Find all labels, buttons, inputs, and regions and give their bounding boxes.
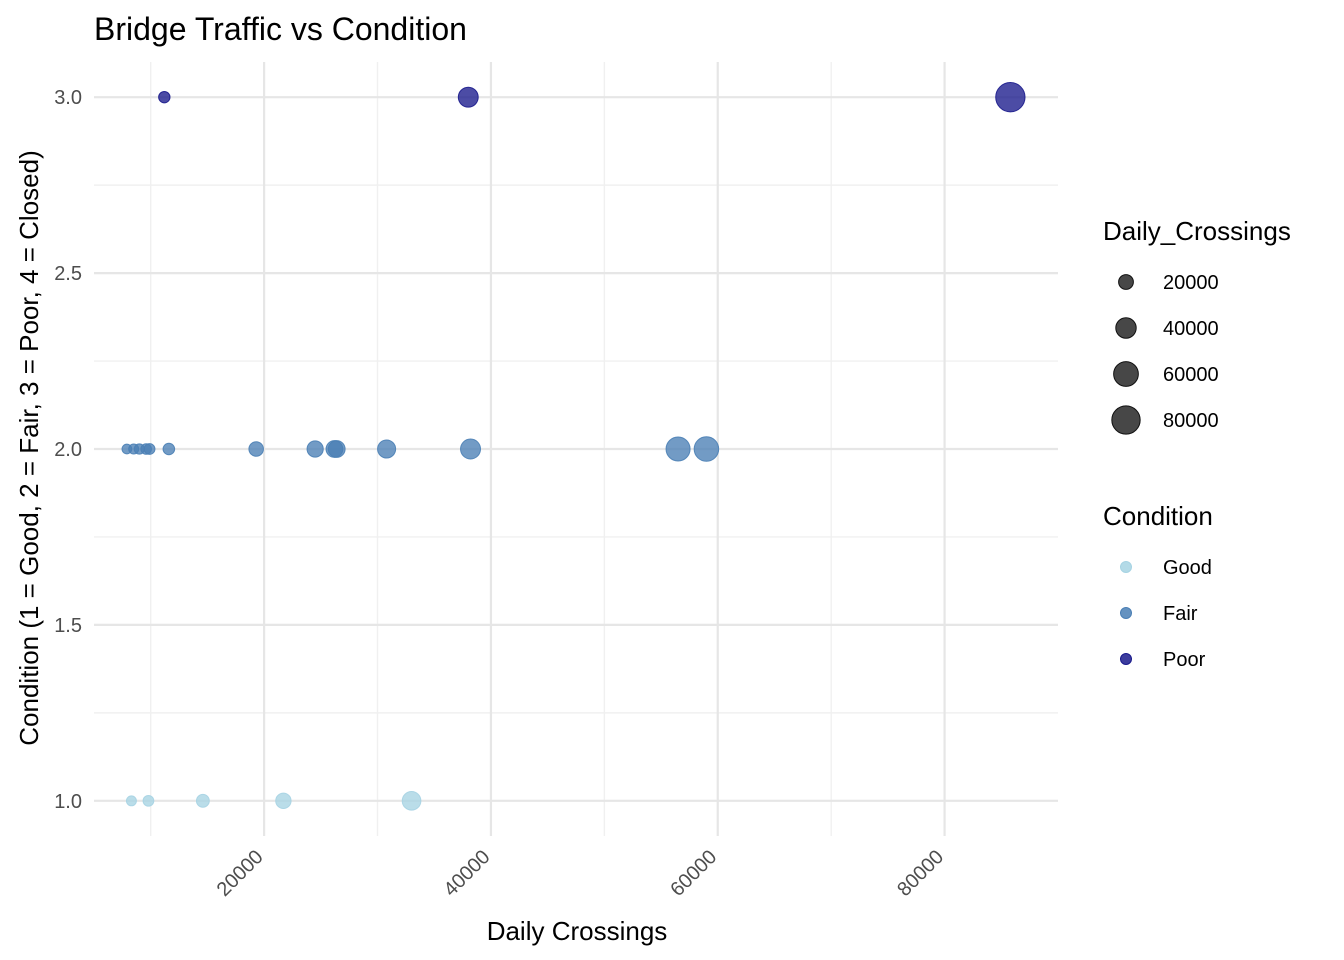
point-fair xyxy=(143,443,156,455)
color-legend-label: Good xyxy=(1163,557,1212,579)
size-legend-key xyxy=(1111,405,1141,435)
x-axis-title: Daily Crossings xyxy=(487,916,668,946)
point-poor xyxy=(995,82,1026,113)
point-poor xyxy=(158,90,171,104)
y-tick-label: 2.5 xyxy=(54,263,82,285)
point-fair xyxy=(693,436,720,462)
y-tick-label: 1.5 xyxy=(54,615,82,637)
size-legend-items: 20000 40000 60000 80000 xyxy=(1111,272,1219,435)
color-legend: Condition Good Fair Poor xyxy=(1103,501,1213,671)
point-fair xyxy=(665,436,691,462)
color-legend-items: Good Fair Poor xyxy=(1120,557,1212,671)
size-legend-title: Daily_Crossings xyxy=(1103,216,1291,246)
point-good xyxy=(142,794,155,807)
y-axis-ticks: 1.0 1.5 2.0 2.5 3.0 xyxy=(54,87,82,813)
size-legend-label: 60000 xyxy=(1163,364,1219,386)
x-tick-label: 40000 xyxy=(440,846,495,901)
point-good xyxy=(401,790,422,811)
x-tick-label: 80000 xyxy=(893,846,948,901)
y-tick-label: 1.0 xyxy=(54,791,82,813)
point-fair xyxy=(460,438,482,460)
color-legend-label: Fair xyxy=(1163,603,1198,625)
point-fair xyxy=(162,442,176,456)
size-legend-label: 20000 xyxy=(1163,272,1219,294)
point-fair xyxy=(377,439,397,459)
point-fair xyxy=(306,440,324,458)
point-good xyxy=(125,795,137,807)
size-legend: Daily_Crossings 20000 40000 60000 80000 xyxy=(1103,216,1291,435)
x-tick-label: 20000 xyxy=(213,846,268,901)
y-tick-label: 3.0 xyxy=(54,87,82,109)
point-fair xyxy=(327,440,346,458)
size-legend-key xyxy=(1115,317,1137,339)
chart-title: Bridge Traffic vs Condition xyxy=(94,11,467,47)
point-good xyxy=(275,792,292,809)
y-tick-label: 2.0 xyxy=(54,439,82,461)
data-points xyxy=(121,82,1026,811)
point-good xyxy=(195,793,210,808)
size-legend-label: 40000 xyxy=(1163,318,1219,340)
x-axis-ticks: 20000 40000 60000 80000 xyxy=(213,846,948,901)
color-legend-key-poor xyxy=(1120,653,1132,665)
size-legend-label: 80000 xyxy=(1163,410,1219,432)
size-legend-key xyxy=(1113,361,1139,387)
color-legend-key-fair xyxy=(1120,607,1132,619)
point-fair xyxy=(248,441,264,457)
x-tick-label: 60000 xyxy=(666,846,721,901)
color-legend-label: Poor xyxy=(1163,649,1206,671)
point-poor xyxy=(457,86,479,108)
grid xyxy=(94,62,1058,836)
color-legend-key-good xyxy=(1120,561,1132,573)
size-legend-key xyxy=(1118,274,1134,290)
color-legend-title: Condition xyxy=(1103,501,1213,531)
y-axis-title: Condition (1 = Good, 2 = Fair, 3 = Poor,… xyxy=(14,150,44,745)
